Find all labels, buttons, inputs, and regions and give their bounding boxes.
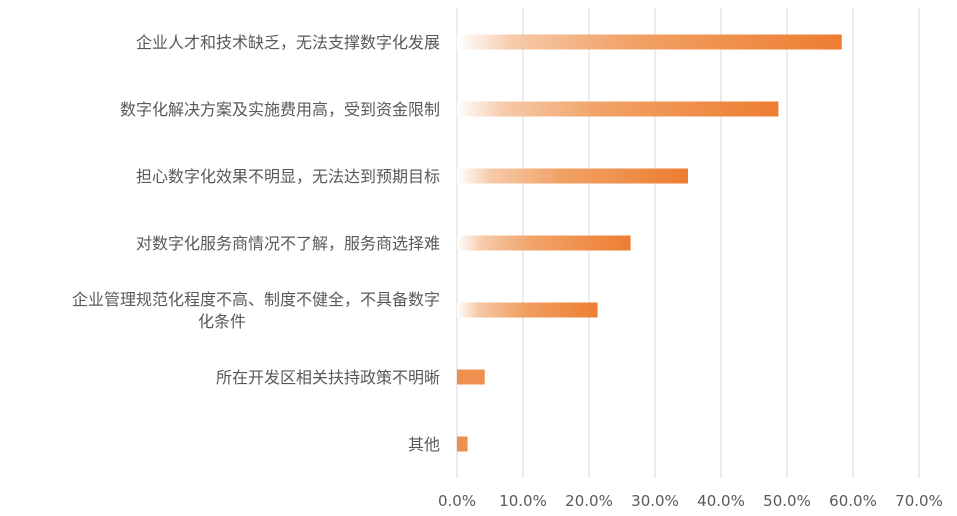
category-label: 企业管理规范化程度不高、制度不健全，不具备数字 <box>72 290 440 309</box>
x-tick-label: 50.0% <box>763 492 811 510</box>
x-tick-label: 10.0% <box>499 492 547 510</box>
bar <box>457 235 631 251</box>
bars <box>457 34 842 452</box>
category-label: 对数字化服务商情况不了解，服务商选择难 <box>136 234 440 253</box>
bar <box>457 302 598 318</box>
x-tick-label: 20.0% <box>565 492 613 510</box>
category-labels: 企业人才和技术缺乏，无法支撑数字化发展数字化解决方案及实施费用高，受到资金限制担… <box>72 33 440 454</box>
category-label: 企业人才和技术缺乏，无法支撑数字化发展 <box>136 33 440 52</box>
category-label: 数字化解决方案及实施费用高，受到资金限制 <box>120 100 440 119</box>
x-tick-label: 60.0% <box>829 492 877 510</box>
x-tick-label: 40.0% <box>697 492 745 510</box>
bar <box>457 101 779 117</box>
category-label: 所在开发区相关扶持政策不明晰 <box>216 368 440 387</box>
x-tick-label: 30.0% <box>631 492 679 510</box>
bar <box>457 369 485 385</box>
x-axis-tick-labels: 0.0% 10.0% 20.0% 30.0% 40.0% 50.0% 60.0% 70.0% <box>438 492 943 510</box>
bar <box>457 34 842 50</box>
x-tick-label: 0.0% <box>438 492 476 510</box>
bar <box>457 436 468 452</box>
category-label: 其他 <box>408 435 440 454</box>
bar <box>457 168 688 184</box>
category-label: 化条件 <box>198 312 246 331</box>
x-tick-label: 70.0% <box>895 492 943 510</box>
category-label: 担心数字化效果不明显，无法达到预期目标 <box>136 167 440 186</box>
